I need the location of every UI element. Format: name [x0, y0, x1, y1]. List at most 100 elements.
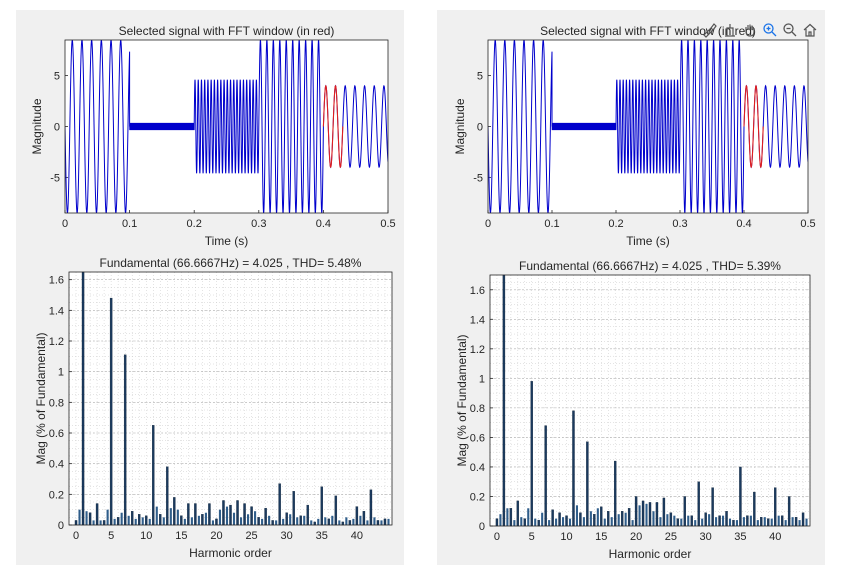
interharmonic-bar — [798, 520, 801, 526]
interharmonic-bar — [92, 520, 95, 525]
x-tick-label: 30 — [700, 531, 712, 543]
y-tick-label: 0 — [479, 521, 485, 533]
x-tick-label: 0 — [494, 531, 500, 543]
interharmonic-bar — [232, 512, 236, 525]
plot-title: Selected signal with FFT window (in red) — [540, 24, 756, 38]
signal-plot-left: 0 0.1 0.2 0.3 0.4 0.5 -5 0 5 Selected signal with… — [30, 24, 396, 248]
harmonic-bar — [208, 503, 211, 526]
pan-icon[interactable] — [742, 22, 758, 38]
y-tick-label: 0.4 — [470, 462, 485, 474]
harmonic-bar — [572, 410, 575, 527]
harmonic-bar — [348, 520, 352, 526]
interharmonic-bar — [261, 518, 264, 525]
harmonic-bar — [81, 271, 85, 526]
harmonic-bar — [586, 441, 589, 527]
y-tick-label: 5 — [54, 71, 60, 83]
harmonic-bar — [159, 514, 162, 526]
fft-window-line — [322, 85, 344, 168]
interharmonic-bar — [624, 512, 627, 526]
data-tips-icon[interactable] — [722, 22, 738, 38]
home-icon[interactable] — [802, 22, 818, 38]
harmonic-bar — [502, 274, 506, 527]
interharmonic-bar — [666, 514, 669, 526]
harmonic-bar — [767, 518, 770, 527]
interharmonic-bar — [742, 517, 745, 526]
harmonic-bar — [187, 503, 190, 526]
interharmonic-bar — [134, 518, 137, 525]
harmonic-bar — [593, 514, 596, 527]
interharmonic-bar — [120, 512, 123, 525]
harmonic-bar — [215, 518, 218, 526]
harmonic-bar — [236, 500, 239, 526]
y-tick-label: 0.2 — [470, 491, 485, 503]
interharmonic-bar — [687, 515, 690, 526]
plot-border — [64, 39, 389, 214]
x-tick-label: 0.5 — [380, 218, 395, 230]
y-tick-label: 0 — [58, 520, 64, 532]
interharmonic-bar — [204, 512, 207, 525]
interharmonic-bar — [268, 515, 271, 525]
harmonic-bar — [530, 381, 533, 527]
x-tick-label: 5 — [529, 531, 535, 543]
harmonic-bar — [627, 508, 631, 527]
brush-icon[interactable] — [702, 22, 718, 38]
interharmonic-bar — [331, 515, 334, 525]
harmonic-bar — [201, 514, 204, 526]
y-axis-label: Magnitude — [30, 98, 44, 154]
y-axis-label: Mag (% of Fundamental) — [34, 332, 48, 464]
interharmonic-bar — [708, 514, 711, 526]
interharmonic-bar — [148, 518, 151, 525]
harmonic-bar — [264, 507, 267, 526]
harmonic-bar — [718, 515, 721, 527]
harmonic-bar — [271, 520, 274, 526]
y-tick-label: 0.6 — [49, 428, 64, 440]
harmonic-bar — [341, 521, 345, 526]
interharmonic-bar — [141, 517, 144, 525]
interharmonic-bar — [749, 515, 752, 526]
harmonic-bar — [138, 514, 141, 526]
harmonic-bar — [794, 516, 798, 527]
harmonic-bar — [369, 489, 373, 526]
harmonic-bar — [669, 512, 673, 527]
harmonic-bar — [801, 512, 805, 527]
interharmonic-bar — [247, 514, 250, 525]
zoom-out-icon[interactable] — [782, 22, 798, 38]
interharmonic-bar — [275, 520, 278, 525]
x-tick-label: 10 — [560, 531, 572, 543]
interharmonic-bar — [645, 503, 648, 526]
y-tick-label: 0.2 — [49, 489, 64, 501]
plot-title: Selected signal with FFT window (in red) — [119, 24, 335, 38]
harmonic-bar — [145, 515, 148, 526]
harmonic-bar — [327, 518, 331, 526]
interharmonic-bar — [568, 518, 572, 526]
x-tick-label: 0.1 — [544, 218, 559, 230]
harmonic-bar — [278, 483, 281, 526]
interharmonic-bar — [352, 518, 355, 525]
x-tick-label: 25 — [245, 530, 257, 542]
interharmonic-bar — [106, 509, 109, 525]
harmonic-bar — [299, 515, 302, 526]
interharmonic-bar — [162, 517, 165, 525]
harmonic-bar — [558, 512, 561, 527]
interharmonic-bar — [534, 518, 537, 526]
harmonic-bar — [655, 502, 659, 527]
zoom-in-icon[interactable] — [762, 22, 778, 38]
interharmonic-bar — [603, 518, 606, 526]
interharmonic-bar — [190, 517, 193, 525]
harmonic-bar — [166, 466, 169, 526]
harmonic-bar — [306, 504, 309, 526]
interharmonic-bar — [555, 518, 558, 526]
harmonic-bar — [523, 518, 526, 527]
interharmonic-bar — [680, 518, 683, 526]
fft-window-line — [743, 85, 764, 168]
interharmonic-bar — [805, 518, 808, 526]
y-tick-label: 1.2 — [49, 336, 64, 348]
interharmonic-bar — [756, 520, 759, 526]
interharmonic-bar — [303, 515, 306, 525]
harmonic-bar — [537, 519, 540, 527]
plot-title: Fundamental (66.6667Hz) = 4.025 , THD= 5… — [100, 256, 362, 270]
y-tick-label: 1.4 — [49, 305, 64, 317]
harmonic-bar — [600, 506, 603, 527]
interharmonic-bar — [254, 511, 257, 525]
x-tick-label: 15 — [175, 530, 187, 542]
